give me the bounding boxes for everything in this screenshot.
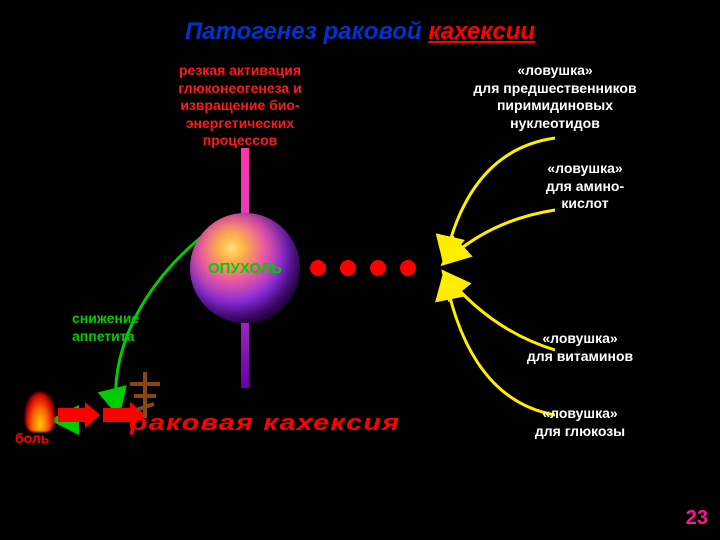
label-trap-amino: «ловушка» для амино- кислот — [505, 160, 665, 213]
label-appetite: снижение аппетита — [72, 310, 162, 345]
label-pain: боль — [15, 430, 75, 448]
slide-title: Патогенез раковой кахексии — [0, 18, 720, 46]
label-trap-glucose: «ловушка» для глюкозы — [490, 405, 670, 440]
tumor-label: ОПУХОЛЬ — [190, 260, 300, 277]
red-dot-2 — [340, 260, 356, 276]
red-block-arrow-1 — [58, 402, 100, 428]
label-trap-nucleotides: «ловушка» для предшественников пиримидин… — [455, 62, 655, 132]
page-number: 23 — [686, 507, 708, 530]
title-word-1: Патогенез — [185, 18, 317, 45]
label-gluconeogenesis: резкая активация глюконеогенеза и извращ… — [150, 62, 330, 150]
title-word-2: раковой — [324, 18, 422, 45]
fire-icon — [25, 392, 55, 432]
red-dot-3 — [370, 260, 386, 276]
cachexia-text: раковая кахексия — [130, 410, 400, 436]
red-dot-4 — [400, 260, 416, 276]
trap-curve-amino — [445, 210, 555, 262]
title-word-3: кахексии — [428, 18, 535, 45]
red-dot-1 — [310, 260, 326, 276]
label-trap-vitamins: «ловушка» для витаминов — [490, 330, 670, 365]
